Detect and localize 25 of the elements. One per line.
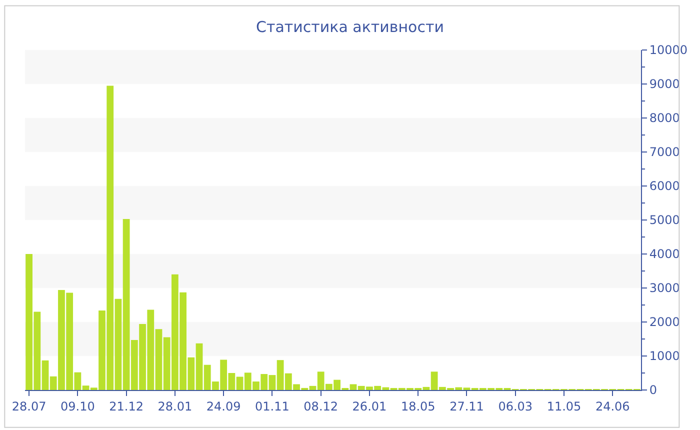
y-tick-label: 2000	[649, 315, 680, 330]
y-tick-label: 5000	[649, 213, 680, 228]
x-tick-label: 08.12	[304, 399, 338, 414]
x-tick-label: 28.07	[12, 399, 46, 414]
y-tick-label: 0	[649, 383, 658, 398]
x-tick-label: 11.05	[546, 399, 582, 414]
x-tick-label: 28.01	[158, 399, 192, 414]
x-tick-label: 26.01	[352, 399, 387, 414]
x-tick-label: 21.12	[109, 399, 144, 414]
y-tick-label: 8000	[649, 111, 680, 126]
y-tick-label: 9000	[649, 77, 680, 92]
y-tick-label: 7000	[649, 145, 680, 160]
x-tick-label: 24.09	[206, 399, 241, 414]
chart-title: Статистика активности	[256, 18, 444, 36]
y-tick-label: 6000	[649, 179, 680, 194]
x-tick-label: 18.05	[400, 399, 436, 414]
y-tick-label: 1000	[649, 349, 680, 364]
y-tick-label: 10000	[649, 43, 688, 58]
x-tick-label: 27.11	[450, 399, 484, 414]
x-tick-label: 24.06	[595, 399, 630, 414]
y-tick-label: 3000	[649, 281, 680, 296]
x-tick-label: 06.03	[498, 399, 533, 414]
x-tick-label: 09.10	[60, 399, 95, 414]
x-tick-label: 01.11	[255, 399, 290, 414]
y-tick-label: 4000	[649, 247, 680, 262]
